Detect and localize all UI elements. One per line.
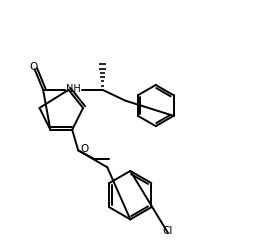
Text: Cl: Cl [163,226,173,236]
Text: O: O [29,62,38,72]
Text: O: O [80,144,88,154]
Text: NH: NH [66,84,81,94]
